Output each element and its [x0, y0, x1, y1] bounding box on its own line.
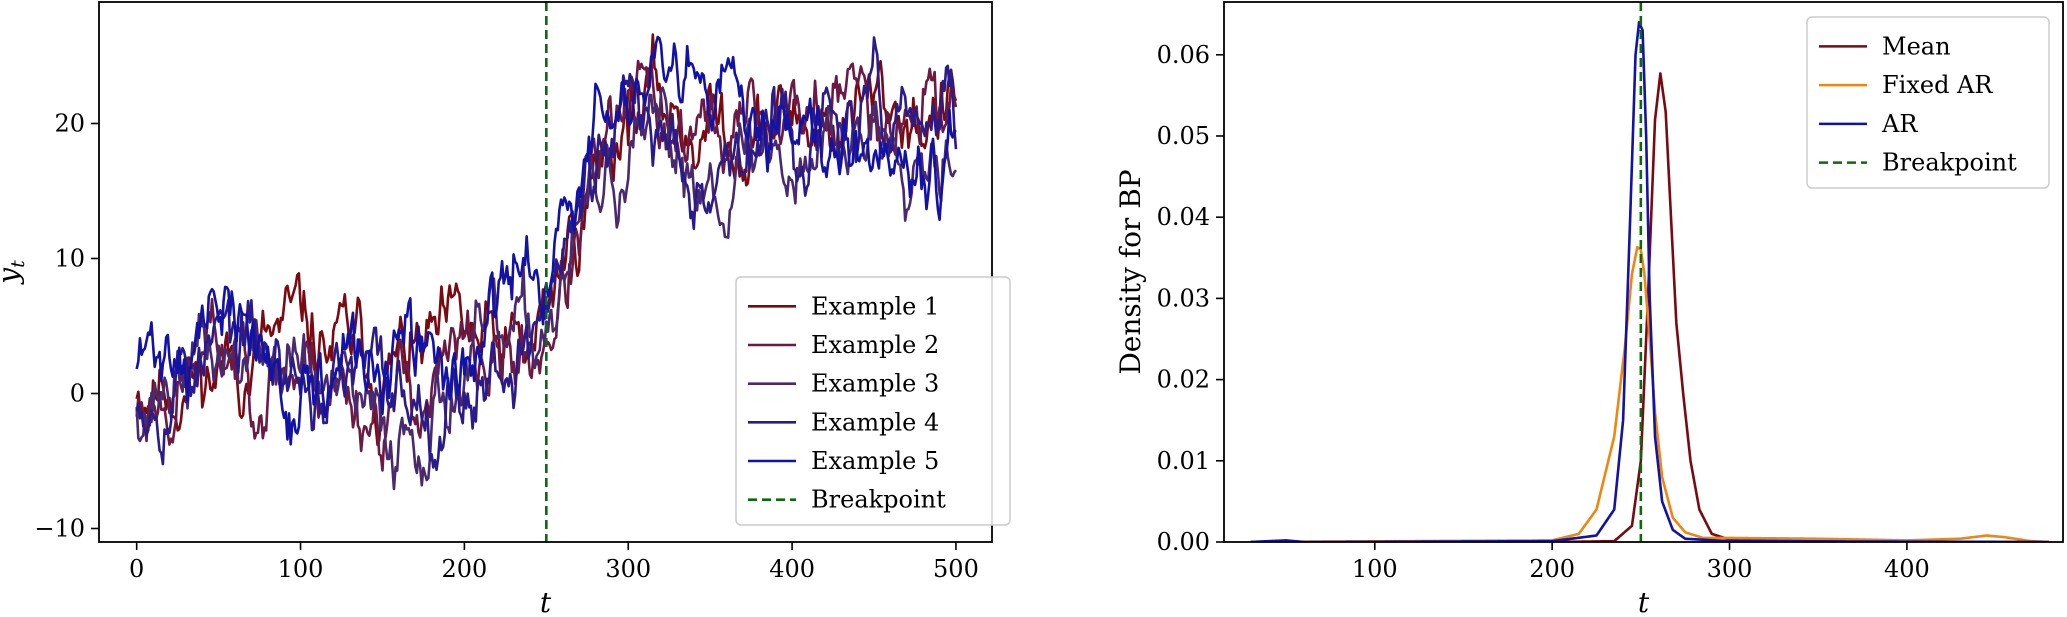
y-tick-label: 0.04: [1157, 203, 1210, 231]
y-tick-label: 0.00: [1157, 528, 1210, 556]
legend-label: Example 2: [811, 331, 939, 359]
y-axis-label: yt: [0, 260, 29, 286]
x-tick-label: 100: [278, 555, 324, 583]
x-tick-label: 0: [129, 555, 144, 583]
y-tick-label: 0.05: [1157, 122, 1210, 150]
x-tick-label: 200: [441, 555, 487, 583]
axes-frame: [98, 1, 993, 543]
legend-label: Example 5: [811, 447, 939, 475]
x-tick-label: 400: [769, 555, 815, 583]
panel-2: 100 200 300 400 0.00 0.01 0.02 0.03 0.04 0.05 0.06…: [1114, 1, 2064, 617]
y-label-subscript: t: [7, 260, 29, 268]
plot-area: [135, 2, 958, 542]
y-tick-label: −10: [34, 515, 85, 543]
legend-label: Mean: [1882, 32, 1951, 60]
legend-label: AR: [1881, 110, 1918, 138]
legend-box: [1806, 16, 2050, 189]
y-label-base: y: [0, 267, 25, 286]
legend-label: Fixed AR: [1882, 71, 1993, 99]
x-tick-label: 400: [1884, 555, 1930, 583]
x-axis-label: t: [540, 586, 552, 617]
legend: Example 1 Example 2 Example 3 Example 4 Exam…: [735, 276, 1011, 526]
y-tick-label: 0.06: [1157, 41, 1210, 69]
x-axis-label: t: [1638, 586, 1650, 617]
x-tick-label: 300: [605, 555, 651, 583]
legend-label: Breakpoint: [811, 486, 946, 514]
legend-box: [735, 276, 1011, 526]
y-tick-label: 20: [54, 110, 85, 138]
x-tick-label: 100: [1352, 555, 1398, 583]
legend-label: Example 1: [811, 292, 939, 320]
y-tick-label: 10: [54, 245, 85, 273]
axes-frame: [1223, 1, 2064, 543]
x-tick-label: 200: [1529, 555, 1575, 583]
legend-label: Breakpoint: [1882, 149, 2017, 177]
y-tick-label: 0.01: [1157, 447, 1210, 475]
y-tick-label: 0.02: [1157, 366, 1210, 394]
x-tick-label: 300: [1707, 555, 1753, 583]
legend-label: Example 4: [811, 408, 939, 436]
legend: Mean Fixed AR AR Breakpoint: [1806, 16, 2050, 189]
legend-label: Example 3: [811, 370, 939, 398]
y-tick-label: 0.03: [1157, 284, 1210, 312]
y-axis-label: Density for BP: [1114, 169, 1147, 374]
x-tick-label: 500: [933, 555, 979, 583]
y-tick-label: 0: [70, 380, 85, 408]
